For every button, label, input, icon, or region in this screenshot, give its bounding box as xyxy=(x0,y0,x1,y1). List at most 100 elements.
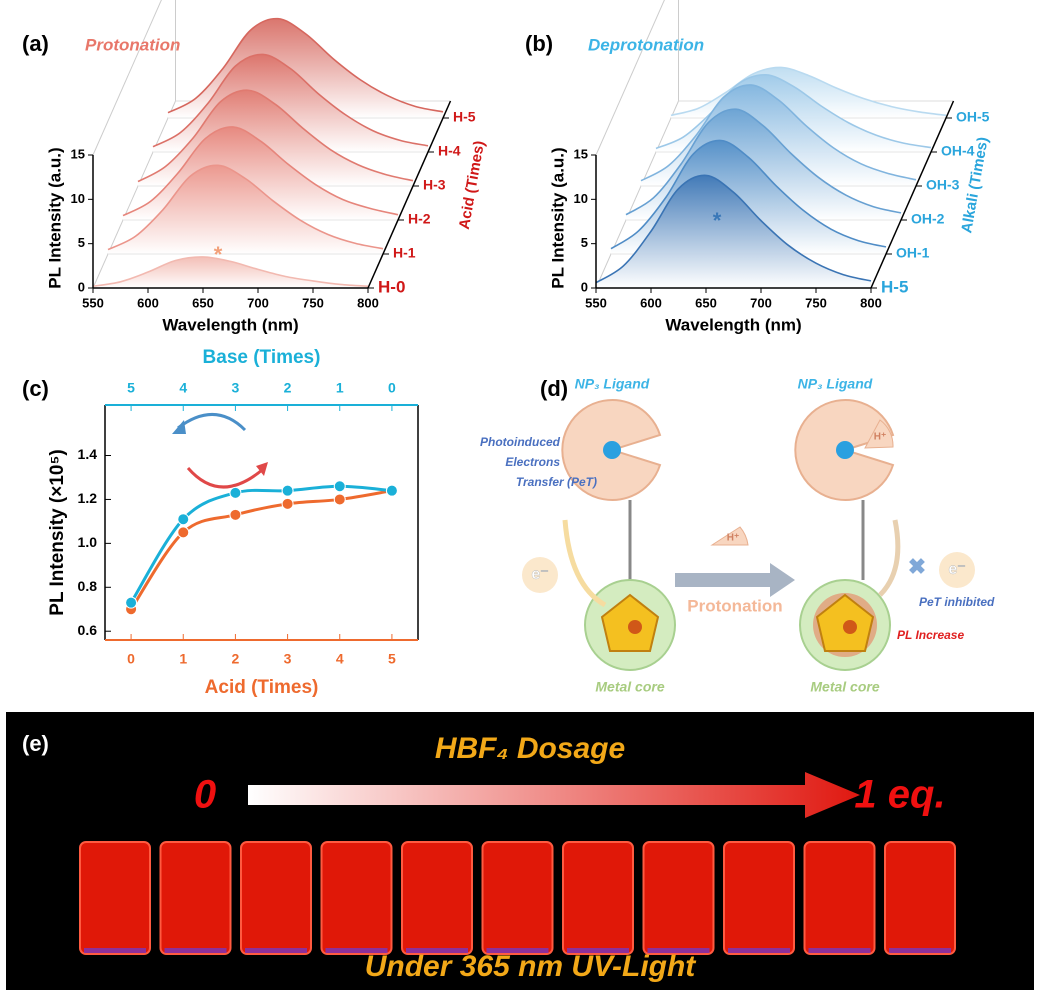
vial xyxy=(79,841,151,955)
series-label: H-5 xyxy=(453,109,476,125)
x-tick-label: 600 xyxy=(640,295,662,310)
data-point xyxy=(177,526,190,539)
x2-tick-label: 3 xyxy=(232,380,240,396)
proton-label: H⁺ xyxy=(874,432,887,443)
spectrum-line xyxy=(167,17,444,114)
y-tick-label: 5 xyxy=(78,235,85,250)
dosage-arrow xyxy=(248,772,860,818)
depth-axis xyxy=(870,100,955,289)
data-point xyxy=(281,484,294,497)
proton-wedge xyxy=(864,419,894,449)
x-tick-label: 750 xyxy=(302,295,324,310)
x-tick-label: 0 xyxy=(127,651,135,667)
series-label: H-5 xyxy=(881,277,908,296)
data-point xyxy=(333,493,346,506)
x-tick-label: 600 xyxy=(137,295,159,310)
x2-tick-label: 0 xyxy=(388,380,396,396)
y-tick-label: 15 xyxy=(574,146,588,161)
x-tick-label: 550 xyxy=(585,295,607,310)
x2-tick-label: 5 xyxy=(127,380,135,396)
vial xyxy=(803,841,876,955)
box-edge xyxy=(92,100,176,289)
spectrum-line xyxy=(625,108,902,216)
vial-base xyxy=(486,948,549,953)
spectrum-line xyxy=(670,66,947,117)
series-label: H-0 xyxy=(378,277,405,296)
vial-base xyxy=(406,948,468,953)
vial xyxy=(562,841,634,955)
panel-label: (a) xyxy=(22,31,49,56)
vial xyxy=(159,841,232,955)
vial xyxy=(642,841,715,955)
ligand-label: NP₃ Ligand xyxy=(798,376,873,392)
data-point xyxy=(177,513,190,526)
x2-tick-label: 2 xyxy=(284,380,292,396)
box-edge xyxy=(595,100,679,289)
spectrum-line xyxy=(92,256,369,288)
panel-title: Deprotonation xyxy=(588,35,704,54)
annotation: * xyxy=(214,242,223,267)
data-point xyxy=(385,484,398,497)
series-label: OH-4 xyxy=(941,143,975,159)
x-tick-label: 800 xyxy=(860,295,882,310)
y-tick-label: 1.2 xyxy=(78,490,98,506)
data-point xyxy=(281,497,294,510)
x-tick-label: 4 xyxy=(336,651,344,667)
y-tick-label: 0 xyxy=(78,279,85,294)
ligand-label: NP₃ Ligand xyxy=(575,376,650,392)
vial-base xyxy=(567,948,629,953)
y-tick-label: 5 xyxy=(581,235,588,250)
spectrum-line xyxy=(610,139,887,250)
panel-label: (b) xyxy=(525,31,553,56)
x-axis-title: Acid (Times) xyxy=(205,677,319,698)
series-label: OH-2 xyxy=(911,211,945,227)
x-tick-label: 650 xyxy=(192,295,214,310)
vial xyxy=(723,841,795,955)
curve-fill xyxy=(93,256,368,288)
pet-label: Photoinduced xyxy=(480,435,561,449)
vial xyxy=(240,841,312,955)
reaction-arrow xyxy=(675,563,795,597)
x-tick-label: 5 xyxy=(388,651,396,667)
x2-tick-label: 1 xyxy=(336,380,344,396)
vial-base xyxy=(245,948,307,953)
electron-arrow xyxy=(878,519,901,597)
electron-label: e⁻ xyxy=(531,566,548,583)
dose-end: 1 eq. xyxy=(854,773,945,817)
box-edge xyxy=(595,0,665,156)
x-axis-title: Wavelength (nm) xyxy=(162,315,298,334)
depth-axis xyxy=(367,100,452,289)
data-point xyxy=(229,508,242,521)
panel-title: Protonation xyxy=(85,35,180,54)
y-tick-label: 15 xyxy=(71,146,85,161)
vial xyxy=(320,841,393,955)
proton-wedge xyxy=(710,526,749,546)
spectrum-line xyxy=(122,126,399,217)
y-tick-label: 10 xyxy=(71,191,85,206)
pet-label: Transfer (PeT) xyxy=(516,475,597,489)
vial xyxy=(481,841,554,955)
arrow-head xyxy=(172,420,186,434)
x-tick-label: 3 xyxy=(284,651,292,667)
x-tick-label: 700 xyxy=(750,295,772,310)
arrow xyxy=(186,467,263,489)
ligand-center xyxy=(836,441,854,459)
curve-fill xyxy=(596,175,871,288)
ligand-center xyxy=(603,441,621,459)
series-line xyxy=(129,484,393,604)
x-tick-label: 750 xyxy=(805,295,827,310)
y-tick-label: 0.8 xyxy=(78,578,98,594)
pl-increase-label: PL Increase xyxy=(897,628,964,642)
panel-label: (e) xyxy=(22,731,49,756)
y-axis-title: PL Intensity (a.u.) xyxy=(548,147,567,288)
x-axis-title: Wavelength (nm) xyxy=(665,315,801,334)
series-label: OH-1 xyxy=(896,245,930,261)
arrow xyxy=(177,413,247,432)
vial-base xyxy=(889,948,951,953)
spectrum-line xyxy=(152,53,429,148)
data-point xyxy=(333,480,346,493)
core-label: Metal core xyxy=(810,679,879,695)
x-tick-label: 800 xyxy=(357,295,379,310)
pet-label: Electrons xyxy=(505,455,560,469)
